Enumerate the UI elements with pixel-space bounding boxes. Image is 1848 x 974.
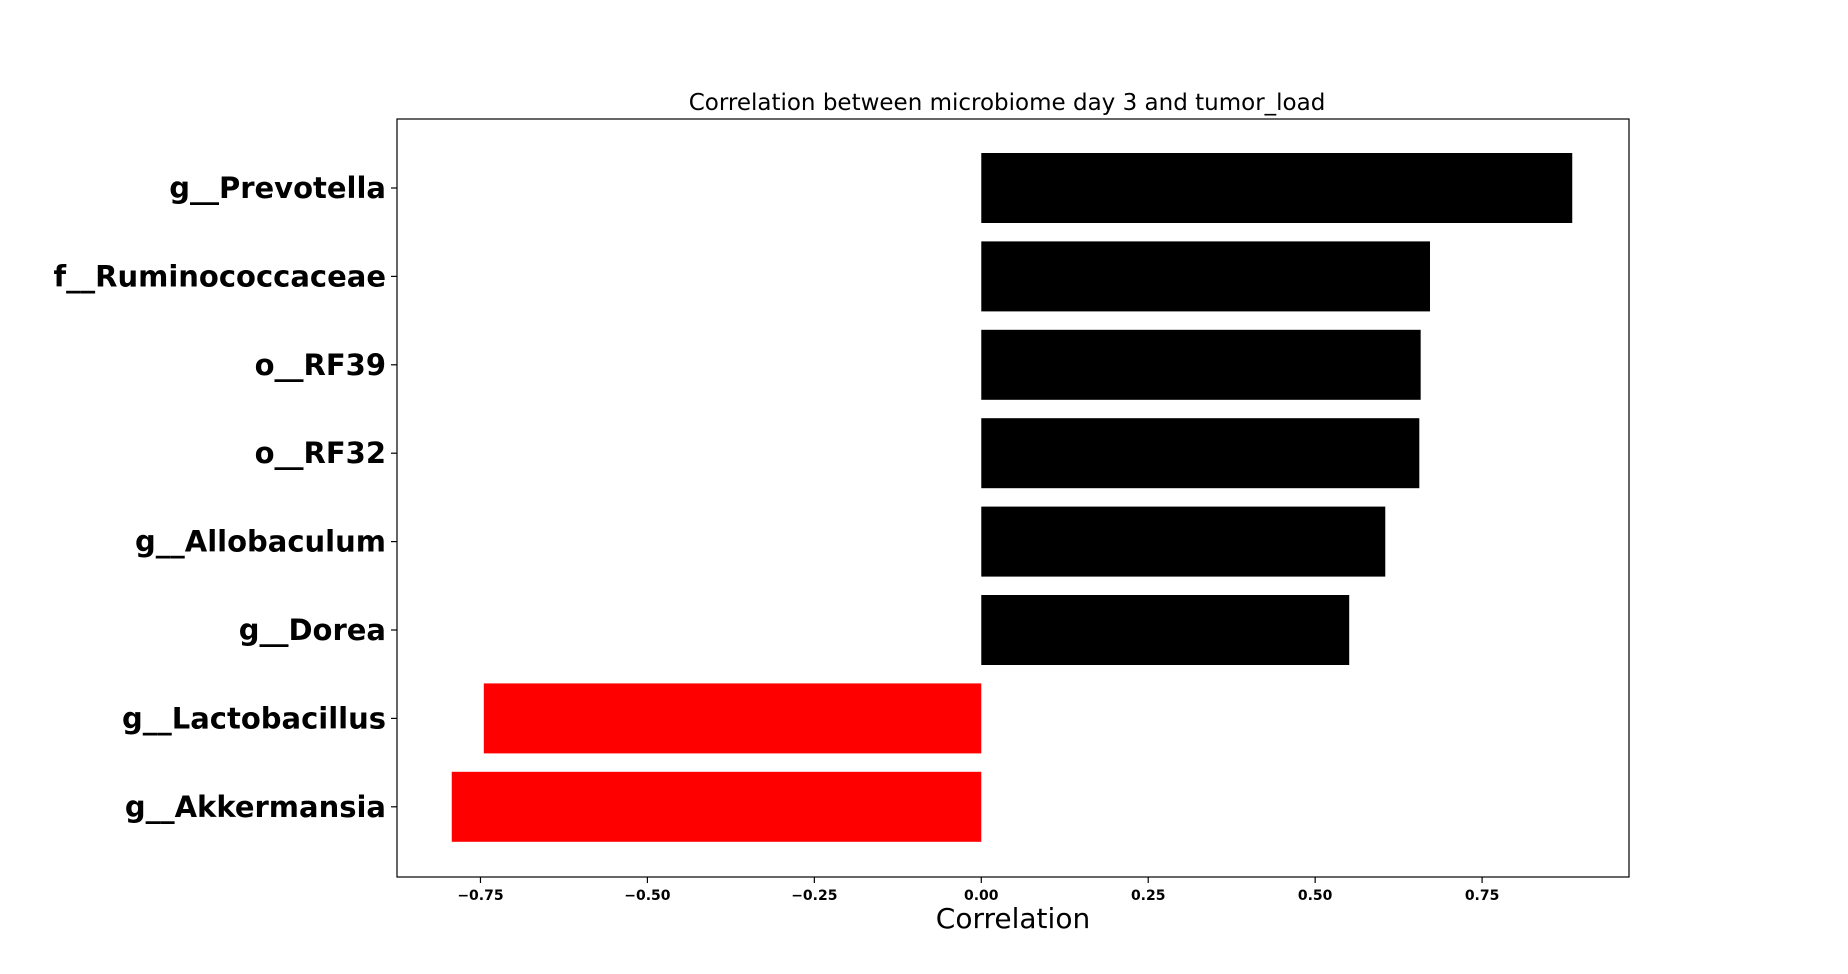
bar-gallobaculum	[981, 506, 1386, 577]
y-tick-label: o__RF39	[255, 348, 386, 382]
x-tick-label: −0.50	[624, 888, 671, 904]
x-axis-label: Correlation	[936, 902, 1090, 935]
y-tick-label: g__Lactobacillus	[122, 701, 386, 735]
x-axis: −0.75 −0.50 −0.25 0.00 0.25 0.50 0.75	[457, 877, 1499, 904]
chart-title: Correlation between microbiome day 3 and…	[689, 90, 1326, 116]
y-tick-label: g__Akkermansia	[125, 790, 386, 824]
y-tick-label: f__Ruminococcaceae	[54, 259, 386, 293]
bar-gdorea	[981, 595, 1350, 665]
y-tick-label: g__Allobaculum	[135, 525, 386, 559]
x-tick-label: 0.75	[1465, 888, 1500, 904]
bar-gakkermansia	[451, 771, 982, 842]
bar-gprevotella	[981, 153, 1573, 223]
x-tick-label: −0.25	[791, 888, 837, 904]
x-tick-label: 0.00	[964, 888, 999, 904]
y-tick-label: g__Prevotella	[169, 171, 386, 205]
y-tick-label: o__RF32	[255, 436, 386, 470]
bar-glactobacillus	[483, 683, 982, 754]
plot-frame	[396, 118, 1630, 878]
bar-fruminococcaceae	[981, 241, 1431, 312]
x-tick-label: 0.50	[1298, 888, 1333, 904]
y-tick-label: g__Dorea	[239, 613, 386, 647]
bar-orf39	[981, 329, 1421, 400]
y-axis: g__Prevotella f__Ruminococcaceae o__RF39 o_…	[54, 171, 397, 824]
x-tick-label: 0.25	[1131, 888, 1166, 904]
bar-orf32	[981, 418, 1420, 489]
x-tick-label: −0.75	[457, 888, 503, 904]
bars-layer	[451, 153, 1573, 842]
